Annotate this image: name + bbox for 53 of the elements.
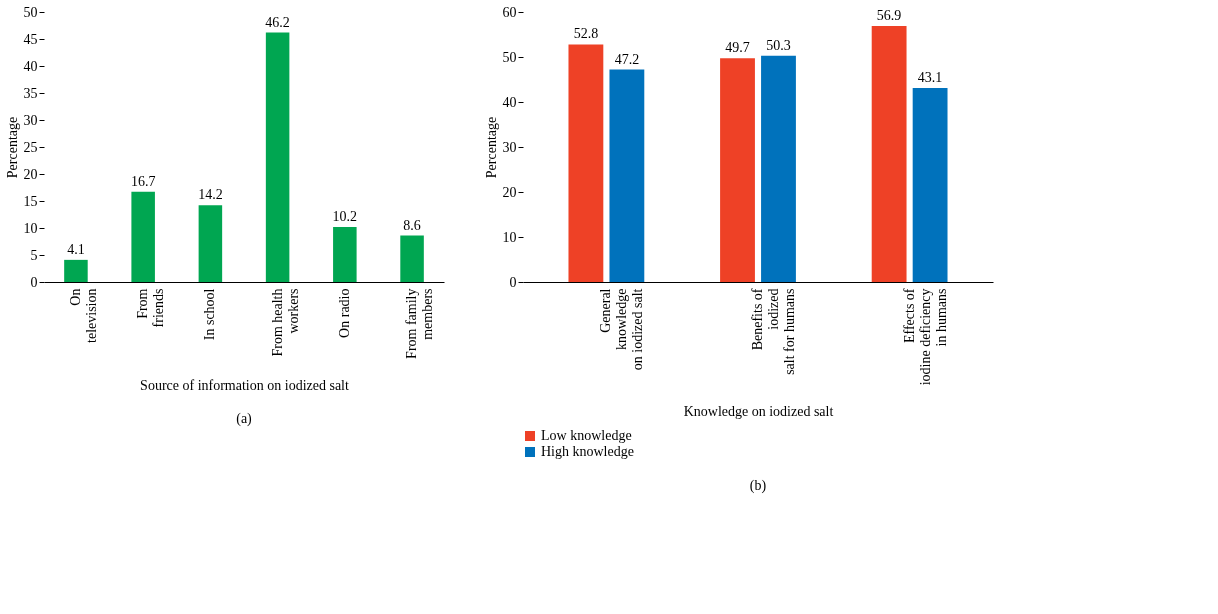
x-tick-label: From health workers (269, 288, 301, 357)
bar (265, 32, 290, 282)
legend-label: High knowledge (541, 444, 634, 459)
y-tick-label: 10 (23, 220, 38, 236)
data-label: 16.7 (130, 173, 156, 189)
y-tick-label: 5 (30, 247, 38, 263)
data-label: 49.7 (725, 40, 750, 56)
x-tick-label: From family members (404, 288, 436, 359)
data-label: 47.2 (614, 51, 640, 67)
y-tick-label: 20 (502, 184, 517, 200)
y-tick-label: 45 (23, 31, 38, 47)
y-tick-label: 20 (23, 166, 38, 182)
data-label: 10.2 (332, 208, 358, 224)
y-axis-title: Percentage (4, 116, 20, 179)
x-tick-label: Benefits of iodized salt for humans (750, 288, 797, 375)
x-tick-label: In school (202, 288, 218, 341)
x-tick-label: General knowledge on iodized salt (598, 288, 646, 371)
x-axis-title: Source of information on iodized salt (140, 377, 349, 393)
x-tick-label: On radio (336, 288, 352, 338)
data-label: 4.1 (67, 241, 85, 257)
data-label: 56.9 (876, 7, 902, 23)
data-label: 50.3 (766, 37, 791, 53)
bar (400, 235, 424, 282)
y-tick-label: 50 (23, 4, 38, 20)
y-tick-label: 40 (23, 58, 38, 74)
y-tick-label: 10 (502, 229, 517, 245)
y-tick-label: 25 (23, 139, 38, 155)
y-tick-label: 50 (502, 49, 517, 65)
x-tick-label: From friends (135, 288, 167, 328)
y-tick-label: 0 (509, 274, 517, 290)
y-tick-label: 60 (502, 4, 517, 20)
data-label: 8.6 (403, 217, 421, 233)
bar (333, 226, 357, 282)
legend-label: Low knowledge (541, 428, 632, 443)
x-tick-label: Effects of iodine deficiency in humans (901, 288, 949, 386)
y-tick-label: 35 (23, 85, 38, 101)
y-tick-label: 30 (502, 139, 517, 155)
y-tick-label: 40 (502, 94, 517, 110)
data-label: 52.8 (573, 26, 599, 42)
y-tick-label: 30 (23, 112, 38, 128)
data-label: 14.2 (198, 187, 223, 203)
bar (64, 259, 88, 282)
x-tick-label: On television (67, 288, 99, 343)
x-axis-title: Knowledge on iodized salt (683, 404, 834, 420)
bar (198, 205, 223, 282)
y-tick-label: 0 (30, 274, 38, 290)
y-tick-label: 15 (23, 193, 38, 209)
y-axis-title: Percentage (483, 116, 499, 179)
text: (b) (749, 478, 767, 494)
bar (131, 191, 155, 282)
data-label: 46.2 (265, 14, 290, 30)
data-label: 43.1 (917, 70, 943, 86)
text: (a) (236, 411, 253, 428)
